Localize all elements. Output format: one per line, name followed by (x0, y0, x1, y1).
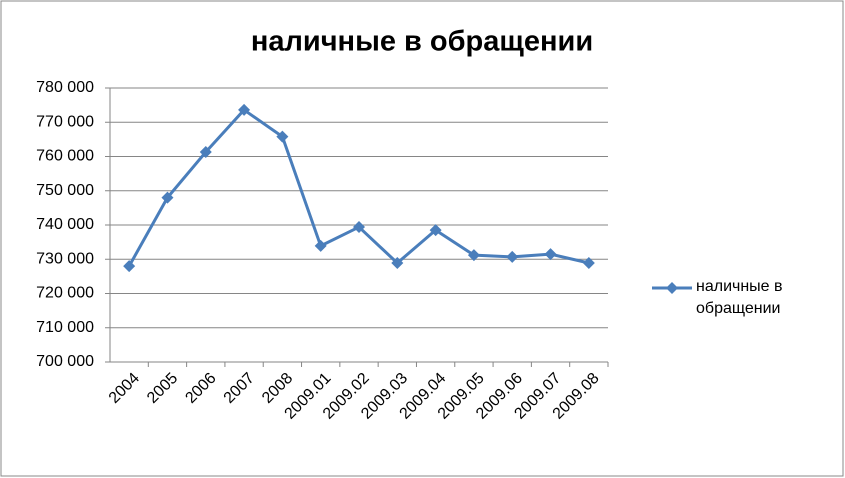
data-point (199, 146, 212, 159)
data-point (467, 249, 480, 262)
y-tick-label: 740 000 (36, 216, 94, 233)
chart-title: наличные в обращении (251, 26, 593, 58)
data-point (391, 257, 404, 270)
legend-label: наличные в обращении (696, 278, 783, 317)
data-point (238, 103, 251, 116)
data-point (123, 260, 136, 273)
data-point (506, 250, 519, 263)
data-point (353, 221, 365, 234)
data-point (544, 248, 557, 261)
y-tick-label: 700 000 (36, 353, 94, 370)
data-point (314, 239, 327, 252)
data-point (429, 224, 442, 237)
y-tick-label: 770 000 (36, 113, 94, 130)
data-point (582, 257, 595, 270)
data-point (161, 191, 174, 204)
y-tick-label: 760 000 (36, 148, 94, 165)
y-tick-label: 780 000 (36, 79, 94, 96)
legend-marker (666, 282, 678, 294)
y-tick-label: 730 000 (36, 250, 94, 267)
data-point (276, 130, 289, 143)
y-tick-label: 710 000 (36, 319, 94, 336)
y-tick-label: 750 000 (36, 182, 94, 199)
y-tick-label: 720 000 (36, 285, 94, 302)
